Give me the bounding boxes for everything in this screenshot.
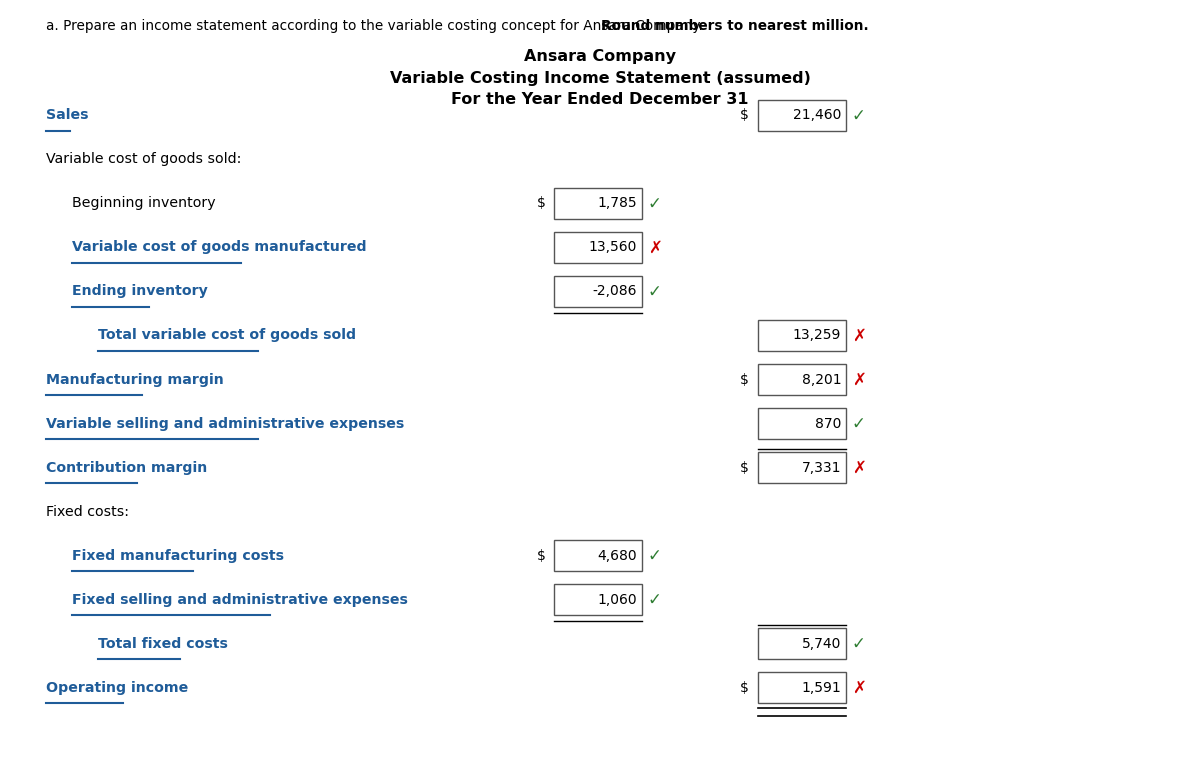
Text: ✗: ✗ [852, 679, 866, 697]
Text: $: $ [740, 109, 749, 122]
Text: 870: 870 [815, 417, 841, 430]
Text: 1,591: 1,591 [802, 681, 841, 694]
Text: ✓: ✓ [852, 414, 866, 433]
Text: Variable Costing Income Statement (assumed): Variable Costing Income Statement (assum… [390, 71, 810, 86]
Text: Sales: Sales [46, 109, 88, 122]
Text: ✓: ✓ [648, 282, 662, 301]
Text: ✗: ✗ [852, 326, 866, 345]
Text: Beginning inventory: Beginning inventory [72, 197, 216, 210]
Text: 21,460: 21,460 [793, 109, 841, 122]
Text: 13,259: 13,259 [793, 329, 841, 342]
Text: Variable cost of goods sold:: Variable cost of goods sold: [46, 153, 241, 166]
Text: 4,680: 4,680 [598, 549, 637, 562]
Text: Total variable cost of goods sold: Total variable cost of goods sold [98, 329, 356, 342]
Text: -2,086: -2,086 [593, 285, 637, 298]
Text: Fixed selling and administrative expenses: Fixed selling and administrative expense… [72, 593, 408, 606]
Text: ✓: ✓ [852, 635, 866, 653]
Text: 5,740: 5,740 [802, 637, 841, 650]
Text: $: $ [538, 549, 546, 562]
Text: ✗: ✗ [648, 238, 662, 257]
Text: $: $ [740, 461, 749, 474]
Text: $: $ [740, 681, 749, 694]
Text: ✓: ✓ [648, 591, 662, 609]
Text: 8,201: 8,201 [802, 373, 841, 386]
Text: Contribution margin: Contribution margin [46, 461, 206, 474]
Text: 13,560: 13,560 [589, 241, 637, 254]
Text: $: $ [740, 373, 749, 386]
Text: ✓: ✓ [852, 106, 866, 124]
Text: Operating income: Operating income [46, 681, 188, 694]
Text: 7,331: 7,331 [802, 461, 841, 474]
Text: 1,785: 1,785 [598, 197, 637, 210]
Text: ✓: ✓ [648, 194, 662, 213]
Text: Manufacturing margin: Manufacturing margin [46, 373, 223, 386]
Text: Fixed manufacturing costs: Fixed manufacturing costs [72, 549, 284, 562]
Text: Round numbers to nearest million.: Round numbers to nearest million. [601, 19, 869, 33]
Text: $: $ [538, 197, 546, 210]
Text: ✗: ✗ [852, 370, 866, 389]
Text: Total fixed costs: Total fixed costs [98, 637, 228, 650]
Text: Variable selling and administrative expenses: Variable selling and administrative expe… [46, 417, 404, 430]
Text: Ending inventory: Ending inventory [72, 285, 208, 298]
Text: For the Year Ended December 31: For the Year Ended December 31 [451, 92, 749, 107]
Text: 1,060: 1,060 [598, 593, 637, 606]
Text: Ansara Company: Ansara Company [524, 49, 676, 65]
Text: Fixed costs:: Fixed costs: [46, 505, 128, 518]
Text: ✗: ✗ [852, 458, 866, 477]
Text: a. Prepare an income statement according to the variable costing concept for Ans: a. Prepare an income statement according… [46, 19, 707, 33]
Text: Variable cost of goods manufactured: Variable cost of goods manufactured [72, 241, 367, 254]
Text: ✓: ✓ [648, 546, 662, 565]
